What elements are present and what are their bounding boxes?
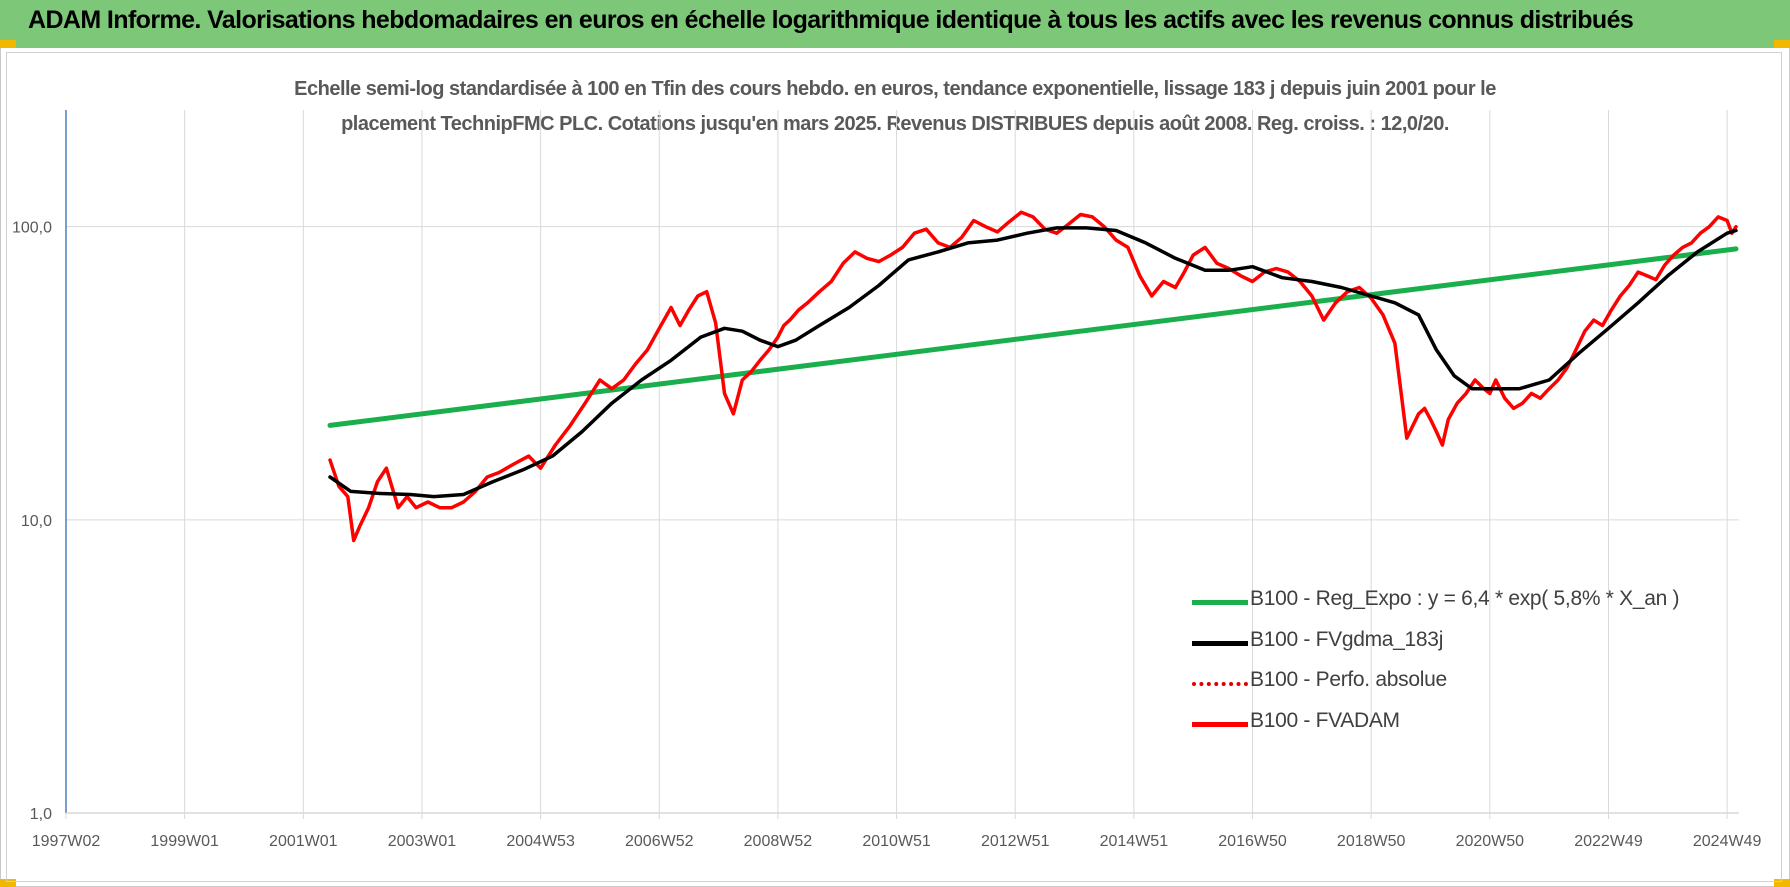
series-reg-expo-line [327, 246, 1739, 428]
corner-marker-bottom-right [1774, 879, 1790, 887]
corner-marker-top-right [1774, 40, 1790, 48]
legend-label-fvgdma: B100 - FVgdma_183j [1250, 628, 1444, 651]
grid-layer [65, 110, 1739, 814]
legend-swatch-fvgdma [1192, 641, 1248, 646]
legend-swatch-fvadam [1192, 722, 1248, 727]
y-tick-label-0: 1,0 [30, 806, 52, 823]
axis-layer: 1,0 10,0 100,0 1997W02 1999W01 2001W01 2003W01… [12, 110, 1762, 850]
x-tick-label-7: 2010W51 [862, 833, 931, 850]
x-tick-label-13: 2022W49 [1574, 833, 1643, 850]
legend-label-perfo: B100 - Perfo. absolue [1250, 668, 1447, 691]
legend-swatch-perfo [1192, 682, 1248, 686]
legend-label-reg-expo: B100 - Reg_Expo : y = 6,4 * exp( 5,8% * … [1250, 587, 1680, 610]
x-tick-label-4: 2004W53 [506, 833, 575, 850]
x-tick-label-10: 2016W50 [1218, 833, 1287, 850]
y-tick-label-1: 10,0 [21, 513, 52, 530]
x-tick-label-5: 2006W52 [625, 833, 694, 850]
chart-subtitle: placement TechnipFMC PLC. Cotations jusq… [341, 113, 1449, 135]
x-tick-label-9: 2014W51 [1100, 833, 1169, 850]
corner-marker-top-left [0, 40, 16, 48]
series-fvgdma-line [328, 226, 1738, 499]
chart-title: Echelle semi-log standardisée à 100 en T… [294, 78, 1496, 100]
x-tick-label-2: 2001W01 [269, 833, 338, 850]
title-banner: ADAM Informe. Valorisations hebdomadaire… [0, 0, 1790, 48]
x-tick-label-0: 1997W02 [32, 833, 101, 850]
x-tick-label-11: 2018W50 [1337, 833, 1406, 850]
series-layer [327, 210, 1739, 543]
x-tick-label-6: 2008W52 [744, 833, 813, 850]
x-tick-label-1: 1999W01 [150, 833, 219, 850]
chart-frame [6, 52, 1782, 882]
x-tick-label-12: 2020W50 [1456, 833, 1525, 850]
banner-title: ADAM Informe. Valorisations hebdomadaire… [28, 6, 1634, 34]
x-tick-label-8: 2012W51 [981, 833, 1050, 850]
corner-marker-bottom-left [0, 879, 16, 887]
legend-swatch-reg-expo [1192, 600, 1248, 605]
series-fvadam-line [328, 210, 1738, 543]
legend-label-fvadam: B100 - FVADAM [1250, 709, 1400, 732]
y-tick-label-2: 100,0 [12, 220, 52, 237]
x-tick-label-3: 2003W01 [388, 833, 457, 850]
x-tick-label-14: 2024W49 [1693, 833, 1762, 850]
